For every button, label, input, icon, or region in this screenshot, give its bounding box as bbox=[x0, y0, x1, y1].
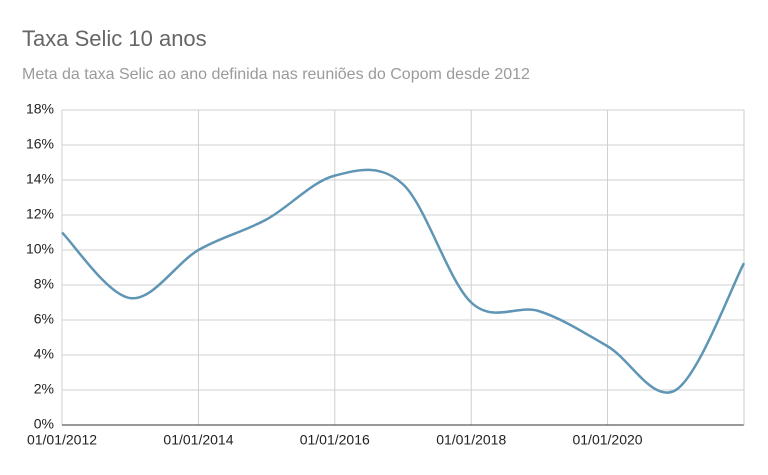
x-tick-label: 01/01/2012 bbox=[27, 432, 97, 448]
y-tick-label: 16% bbox=[26, 136, 54, 152]
chart-subtitle: Meta da taxa Selic ao ano definida nas r… bbox=[22, 66, 530, 83]
y-tick-label: 0% bbox=[34, 416, 54, 432]
y-tick-label: 4% bbox=[34, 346, 54, 362]
line-series bbox=[61, 168, 746, 394]
y-tick-label: 10% bbox=[26, 241, 54, 257]
x-tick-label: 01/01/2014 bbox=[163, 432, 233, 448]
x-tick-label: 01/01/2016 bbox=[300, 432, 370, 448]
x-tick-label: 01/01/2020 bbox=[572, 432, 642, 448]
y-tick-label: 2% bbox=[34, 381, 54, 397]
y-tick-label: 6% bbox=[34, 311, 54, 327]
y-tick-label: 14% bbox=[26, 171, 54, 187]
y-tick-label: 12% bbox=[26, 206, 54, 222]
y-tick-label: 18% bbox=[26, 101, 54, 117]
chart-title: Taxa Selic 10 anos bbox=[22, 26, 207, 51]
y-tick-label: 8% bbox=[34, 276, 54, 292]
x-tick-label: 01/01/2018 bbox=[436, 432, 506, 448]
